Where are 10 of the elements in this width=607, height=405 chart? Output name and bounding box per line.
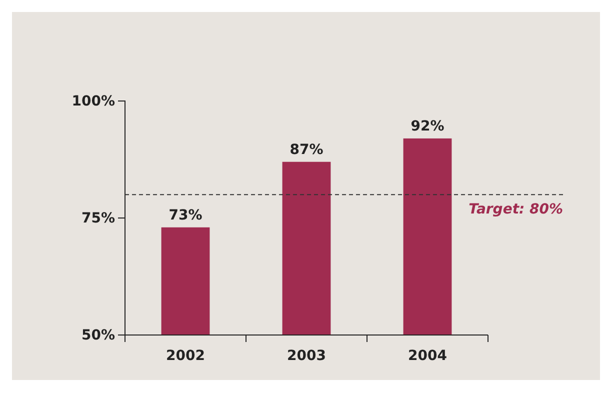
y-tick-label: 50% [81,327,115,344]
y-tick-label: 100% [72,93,115,110]
x-tick-label: 2003 [287,348,326,364]
ref-line-label: Target: 80% [468,202,563,218]
data-label: 73% [168,207,202,224]
data-label: 92% [410,118,444,134]
y-tick-label: 75% [81,210,115,226]
x-tick-label: 2004 [408,348,448,364]
x-tick-label: 2002 [166,348,205,364]
data-label: 87% [290,142,324,158]
